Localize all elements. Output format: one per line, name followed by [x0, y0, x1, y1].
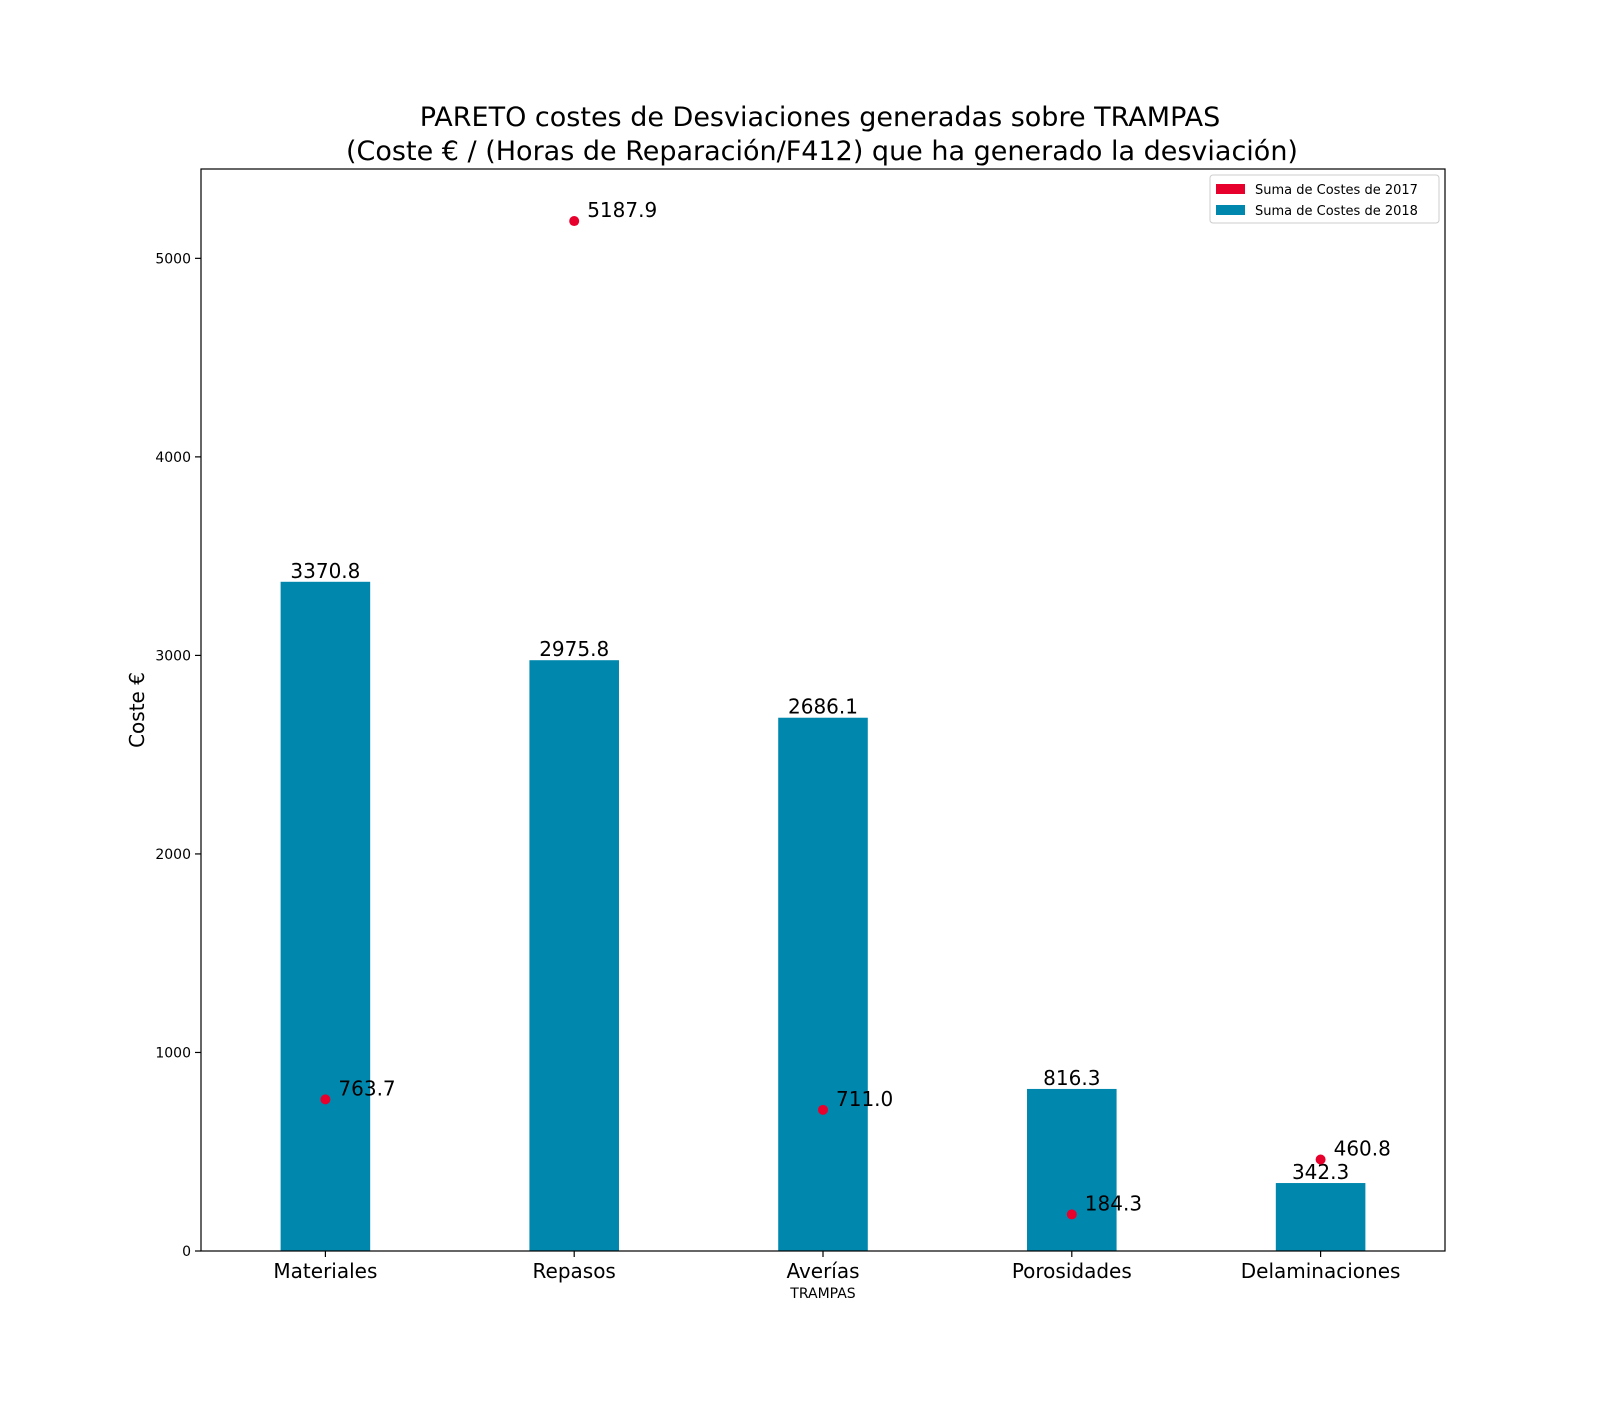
point-value-label: 763.7 [338, 1076, 395, 1100]
bar-value-label: 3370.8 [290, 559, 360, 583]
legend-swatch [1216, 205, 1245, 215]
y-tick-label: 0 [182, 1244, 191, 1260]
point-2017 [569, 216, 580, 227]
x-tick-label: Materiales [273, 1259, 377, 1283]
x-tick-label: Porosidades [1012, 1259, 1132, 1283]
bar-2018 [280, 581, 371, 1251]
x-axis-title: TRAMPAS [789, 1286, 855, 1302]
bar-value-label: 2975.8 [539, 637, 609, 661]
point-2017 [1066, 1209, 1077, 1220]
y-tick-label: 3000 [155, 648, 191, 664]
bar-value-label: 2686.1 [788, 695, 858, 719]
bar-2018 [1027, 1088, 1117, 1251]
x-tick-label: Repasos [533, 1259, 616, 1283]
point-value-label: 5187.9 [587, 198, 657, 222]
x-tick-label: Averías [786, 1259, 859, 1283]
y-tick-label: 4000 [155, 450, 191, 466]
x-tick-label: Delaminaciones [1241, 1259, 1401, 1283]
plot-area: 3370.82975.82686.1816.3342.3763.75187.97… [155, 168, 1446, 1283]
bar-2018 [1275, 1183, 1366, 1251]
y-tick-label: 1000 [155, 1045, 191, 1061]
point-2017 [818, 1104, 828, 1115]
y-tick-label: 2000 [155, 847, 191, 863]
legend-label: Suma de Costes de 2017 [1255, 183, 1418, 198]
y-axis-title: Coste € [125, 672, 149, 748]
y-tick-label: 5000 [155, 251, 191, 267]
point-value-label: 711.0 [836, 1087, 893, 1111]
legend-label: Suma de Costes de 2018 [1255, 204, 1418, 219]
legend-box [1209, 174, 1440, 224]
bar-2018 [529, 660, 619, 1251]
bar-2018 [778, 717, 868, 1251]
chart-subtitle: (Coste € / (Horas de Reparación/F412) qu… [346, 136, 1298, 167]
legend-swatch [1216, 184, 1245, 194]
point-value-label: 184.3 [1085, 1191, 1142, 1215]
point-2017 [320, 1094, 331, 1105]
point-2017 [1315, 1154, 1326, 1165]
chart-title: PARETO costes de Desviaciones generadas … [420, 102, 1220, 133]
bar-value-label: 816.3 [1043, 1066, 1100, 1090]
point-value-label: 460.8 [1334, 1137, 1391, 1161]
